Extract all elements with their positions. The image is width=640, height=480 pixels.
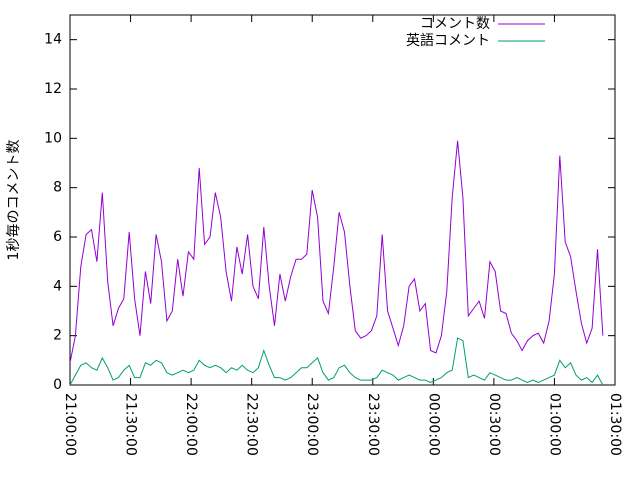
y-axis-label: 1秒毎のコメント数 [6,140,22,261]
y-tick-label: 12 [44,81,62,97]
y-tick-label: 2 [53,328,62,344]
x-tick-label: 00:00:00 [425,393,441,456]
x-tick-label: 23:30:00 [365,393,381,456]
plot-frame [69,14,616,386]
y-tick-label: 8 [53,180,62,196]
y-tick-label: 0 [53,377,62,393]
x-tick-label: 00:30:00 [486,393,502,456]
y-tick-label: 4 [53,278,62,294]
series-line [69,337,604,386]
y-tick-label: 14 [44,32,62,48]
y-tick-label: 10 [44,130,62,146]
x-tick-label: 01:00:00 [546,393,562,456]
legend-label: 英語コメント [406,32,490,49]
legend-label: コメント数 [420,16,490,32]
x-tick-label: 22:30:00 [244,393,260,456]
y-tick-label: 6 [53,229,62,245]
x-tick-label: 22:00:00 [183,393,199,456]
x-tick-label: 21:00:00 [62,393,78,456]
x-tick-label: 23:00:00 [304,393,320,456]
x-tick-label: 01:30:00 [607,393,623,456]
x-tick-label: 21:30:00 [123,393,139,456]
series-line [69,140,604,363]
